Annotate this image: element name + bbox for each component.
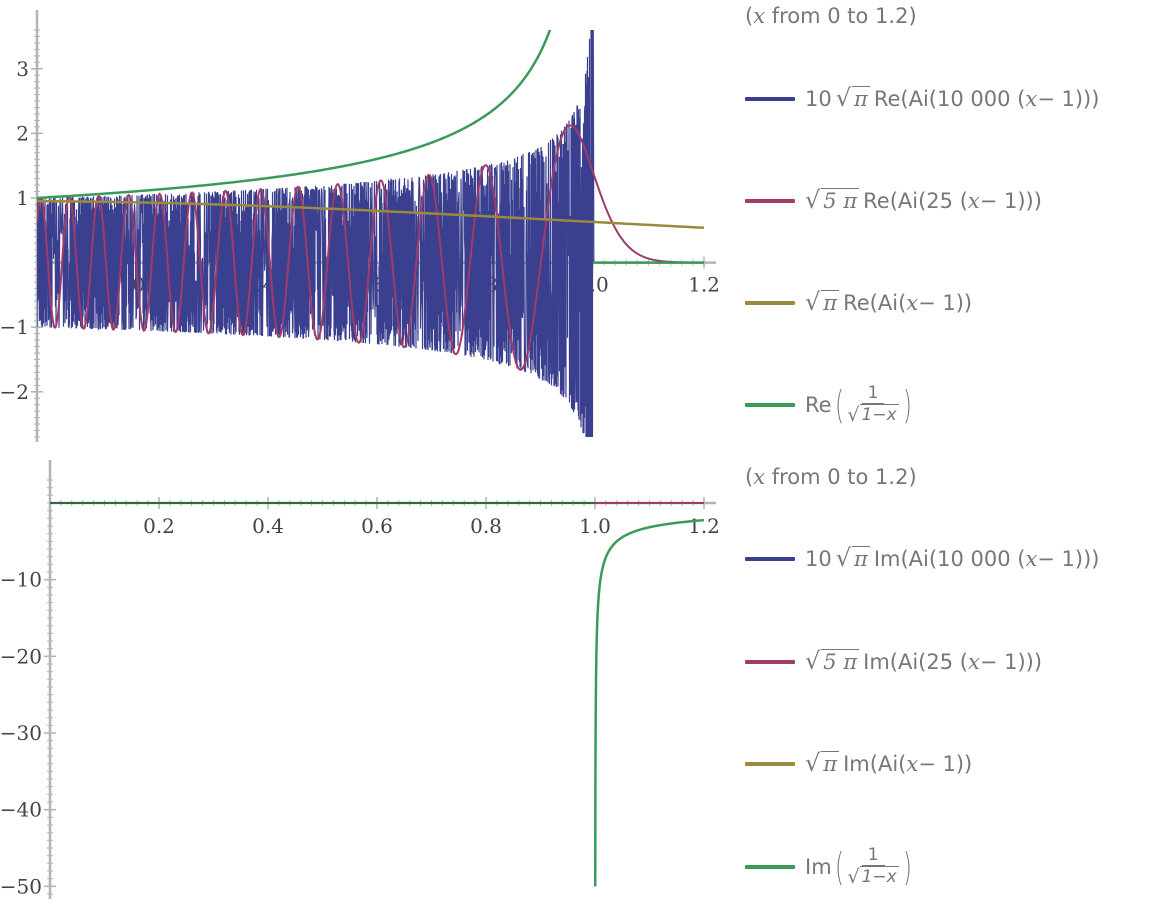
- legend-header-open: (: [745, 4, 754, 28]
- fraction-numerator: 1: [861, 383, 885, 405]
- y-tick-label: −1: [0, 315, 29, 339]
- x-tick-label: 1.0: [579, 514, 611, 538]
- sqrt-arg: 5 π: [821, 188, 860, 214]
- series-line-re-ai-1: [36, 200, 705, 230]
- legend-label-tail: − 1))): [979, 650, 1043, 674]
- legend-label-text: Re(Ai(25 (: [863, 189, 968, 213]
- y-tick-label: −10: [0, 568, 42, 592]
- y-tick-label: −40: [0, 798, 42, 822]
- fraction: 1 √ 1−x: [847, 382, 899, 427]
- x-tick-label: 0.4: [252, 514, 284, 538]
- legend-label-tail: − 1))): [1037, 547, 1100, 571]
- legend-label-text: Im(Ai(25 (: [863, 650, 968, 674]
- x-tick-label: 0.6: [361, 514, 393, 538]
- legend-item-im-ai-1: √ π Im(Ai(x − 1)): [745, 742, 972, 786]
- x-tick-label: 0.8: [470, 514, 502, 538]
- sqrt-symbol: √ π: [805, 749, 840, 778]
- legend-label-text: Re(Ai(: [843, 291, 907, 315]
- sqrt-symbol: √ π: [835, 84, 870, 113]
- fraction-denominator: 1−x: [859, 866, 899, 888]
- y-tick-label: 1: [16, 186, 29, 210]
- legend-label-tail: − 1))): [979, 189, 1042, 213]
- legend-swatch-green: [745, 865, 795, 869]
- x-tick-label: 1.2: [688, 514, 720, 538]
- legend-swatch-blue: [745, 557, 795, 561]
- legend-swatch-magenta: [745, 199, 795, 203]
- legend-label-fn: Re: [805, 393, 832, 417]
- sqrt-arg: π: [821, 751, 840, 777]
- legend-swatch-blue: [745, 97, 795, 101]
- legend-label-tail: − 1))): [1037, 87, 1100, 111]
- series-line-re-ai-25: [37, 124, 704, 371]
- fraction-denominator: 1−x: [859, 404, 899, 426]
- sqrt-arg: π: [821, 290, 840, 316]
- legend-item-im-ai-25: √ 5 π Im(Ai(25 (x − 1))): [745, 640, 1042, 684]
- plots-canvas: 0.2 0.4 0.6 0.8 1.0 1.2 3 2 1 −1 −2 0.2 0.4 0.6 0.8 1.…: [0, 10, 720, 899]
- legend-imaginary-header: (x from 0 to 1.2): [745, 465, 917, 489]
- legend-header-open: (: [745, 465, 754, 489]
- legend-swatch-magenta: [745, 660, 795, 664]
- fraction: 1 √ 1−x: [847, 844, 899, 889]
- sqrt-symbol: √ π: [835, 544, 870, 573]
- legend-label-tail: − 1)): [918, 291, 973, 315]
- legend-label-prefix: 10: [805, 547, 832, 571]
- series-line-im-inv-sqrt: [593, 518, 705, 887]
- legend-label-var: x: [967, 650, 980, 674]
- legend-label-text: Re(Ai(10 000 (: [873, 87, 1026, 111]
- sqrt-symbol: √ 5 π: [805, 647, 860, 676]
- y-tick-label: −30: [0, 721, 42, 745]
- legend-item-re-inv-sqrt: Re( 1 √ 1−x): [745, 383, 914, 427]
- series-line-re-ai-10000: [37, 30, 704, 437]
- y-tick-label: −20: [0, 644, 42, 668]
- legend-label-text: Im(Ai(10 000 (: [873, 547, 1026, 571]
- legend-real-header: (x from 0 to 1.2): [745, 4, 917, 28]
- legend-item-re-ai-25: √ 5 π Re(Ai(25 (x − 1))): [745, 179, 1042, 223]
- legend-label-var: x: [967, 189, 980, 213]
- y-tick-label: −2: [0, 380, 29, 404]
- sqrt-arg: 5 π: [821, 649, 860, 675]
- x-tick-label: 0.2: [143, 514, 175, 538]
- legend-item-im-inv-sqrt: Im( 1 √ 1−x): [745, 845, 915, 889]
- legend-item-re-ai-10000: 10 √ π Re(Ai(10 000 (x − 1))): [745, 77, 1099, 121]
- legend-header-rest: from 0 to 1.2): [765, 465, 917, 489]
- x-tick-label: 1.2: [688, 273, 720, 297]
- legend-label-tail: − 1)): [918, 752, 973, 776]
- legend-header-rest: from 0 to 1.2): [765, 4, 917, 28]
- sqrt-symbol: √ π: [805, 288, 840, 317]
- legend-label-var: x: [906, 291, 919, 315]
- legend-label-prefix: 10: [805, 87, 832, 111]
- sqrt-symbol: √ 5 π: [805, 186, 860, 215]
- series-line-re-inv-sqrt: [37, 30, 552, 200]
- legend-header-var: x: [753, 465, 766, 489]
- legend-header-var: x: [753, 4, 766, 28]
- legend-label-text: Im(Ai(: [843, 752, 907, 776]
- y-tick-label: −50: [0, 874, 42, 898]
- y-tick-label: 3: [16, 57, 29, 81]
- legend-label-fn: Im: [805, 855, 832, 879]
- legend-swatch-olive: [745, 301, 795, 305]
- sqrt-arg: π: [852, 546, 870, 572]
- legend-item-re-ai-1: √ π Re(Ai(x − 1)): [745, 281, 972, 325]
- y-tick-label: 2: [16, 121, 29, 145]
- legend-label-var: x: [1025, 547, 1038, 571]
- legend-label-var: x: [1025, 87, 1038, 111]
- fraction-numerator: 1: [861, 845, 885, 867]
- legend-swatch-green: [745, 403, 795, 407]
- legend-item-im-ai-10000: 10 √ π Im(Ai(10 000 (x − 1))): [745, 537, 1100, 581]
- imaginary-part-plot: 0.2 0.4 0.6 0.8 1.0 1.2 −10 −20 −30 −40 −50: [0, 460, 720, 899]
- legend-swatch-olive: [745, 762, 795, 766]
- sqrt-arg: π: [852, 86, 870, 112]
- legend-label-var: x: [906, 752, 919, 776]
